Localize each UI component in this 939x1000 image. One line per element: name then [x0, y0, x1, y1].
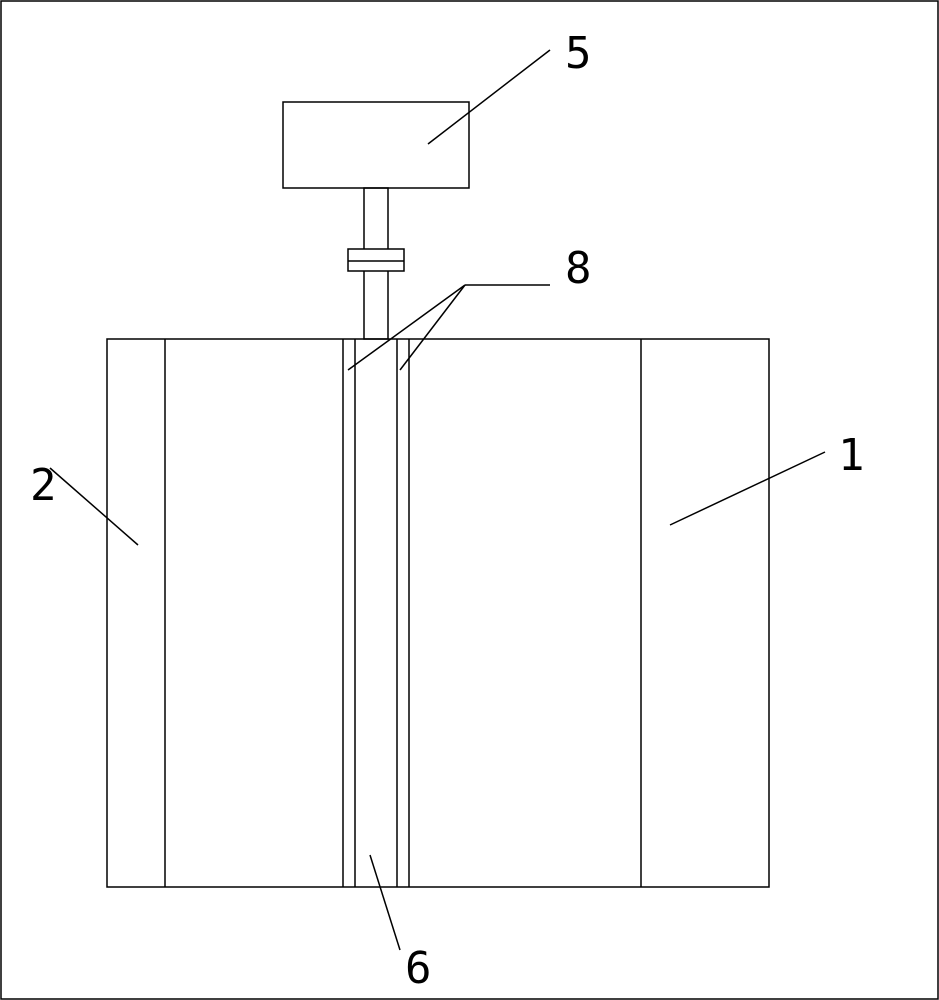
technical-diagram: 5 8 1 2 6: [0, 0, 939, 1000]
label-5: 5: [565, 28, 592, 79]
label-8: 8: [565, 243, 592, 294]
label-6: 6: [405, 943, 432, 994]
label-1: 1: [838, 430, 865, 481]
label-2: 2: [30, 460, 57, 511]
